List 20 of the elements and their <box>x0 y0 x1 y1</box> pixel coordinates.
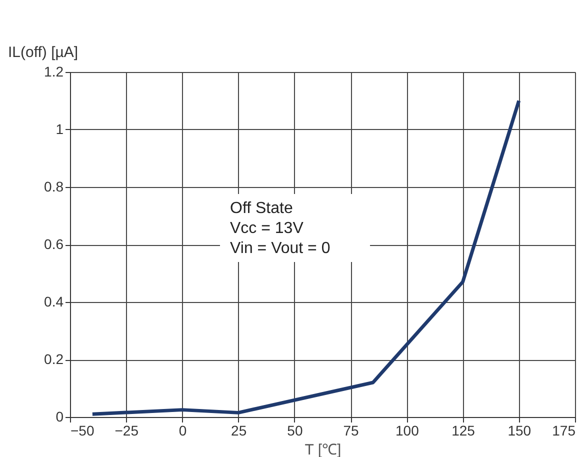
x-tick-label: 175 <box>552 422 576 438</box>
x-tick-label: 0 <box>178 422 187 438</box>
y-tick-label: 0.4 <box>44 294 64 310</box>
y-tick-label: 0 <box>56 408 64 424</box>
annotation: Off State Vcc = 13V Vin = Vout = 0 <box>230 200 330 257</box>
y-tick-label: 0.8 <box>44 178 64 194</box>
x-tick-label: 100 <box>395 422 420 438</box>
x-tick-label: −25 <box>114 422 139 438</box>
y-tick-label: 0.6 <box>44 236 64 252</box>
y-tick-label: 1 <box>56 121 64 137</box>
x-tick-label: 150 <box>508 422 532 438</box>
x-tick-label: 25 <box>231 422 247 438</box>
y-tick-label: 1.2 <box>44 64 64 80</box>
x-tick-label: 125 <box>452 422 476 438</box>
x-tick-label: −50 <box>70 422 94 438</box>
x-tick-label: 50 <box>287 422 303 438</box>
x-tick-label: 75 <box>343 422 360 438</box>
y-axis-title: IL(off) [µA] <box>8 44 78 61</box>
line-series <box>90 99 521 416</box>
y-tick-label: 0.2 <box>44 351 64 367</box>
